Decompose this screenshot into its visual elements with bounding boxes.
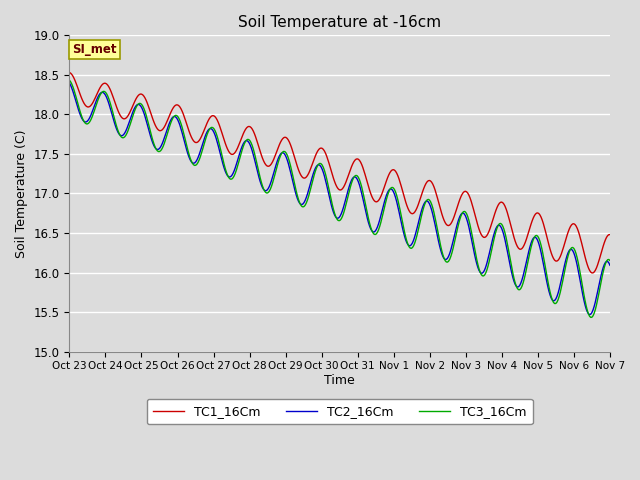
TC3_16Cm [394,197,402,203]
TC1_16Cm [234,145,241,151]
TC3_16Cm [587,314,595,320]
TC1_16Cm [463,189,470,195]
TC2_16Cm [65,80,73,86]
TC3_16Cm [368,228,376,233]
Line: TC2_16Cm: TC2_16Cm [69,83,610,314]
TC3_16Cm [234,163,241,169]
TC1_16Cm [394,173,402,179]
TC1_16Cm [588,270,596,276]
TC2_16Cm [586,312,593,317]
TC3_16Cm [556,289,564,295]
TC2_16Cm [394,204,402,209]
Text: SI_met: SI_met [72,43,116,56]
TC3_16Cm [606,258,614,264]
TC2_16Cm [556,282,564,288]
Legend: TC1_16Cm, TC2_16Cm, TC3_16Cm: TC1_16Cm, TC2_16Cm, TC3_16Cm [147,399,532,424]
TC1_16Cm [556,253,564,259]
Y-axis label: Soil Temperature (C): Soil Temperature (C) [15,129,28,258]
TC1_16Cm [368,193,376,199]
TC1_16Cm [606,232,614,238]
TC3_16Cm [294,193,301,199]
TC2_16Cm [606,263,614,268]
TC1_16Cm [65,70,73,75]
TC3_16Cm [65,77,73,83]
Line: TC3_16Cm: TC3_16Cm [69,80,610,317]
TC2_16Cm [368,228,376,234]
Title: Soil Temperature at -16cm: Soil Temperature at -16cm [238,15,441,30]
TC1_16Cm [294,164,301,169]
TC2_16Cm [463,216,470,222]
TC3_16Cm [463,211,470,216]
TC2_16Cm [294,195,301,201]
Line: TC1_16Cm: TC1_16Cm [69,72,610,273]
X-axis label: Time: Time [324,374,355,387]
TC2_16Cm [234,157,241,163]
